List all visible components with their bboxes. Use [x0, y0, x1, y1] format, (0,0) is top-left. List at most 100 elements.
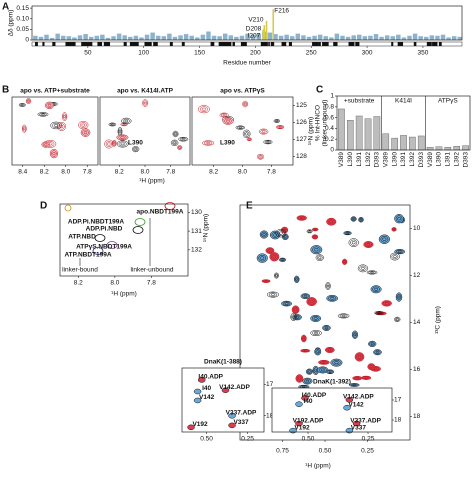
contour	[326, 283, 330, 289]
structure-segment	[324, 42, 329, 46]
bar	[301, 35, 306, 40]
bar	[116, 33, 122, 40]
contour	[308, 370, 311, 373]
plot-frame	[31, 5, 463, 41]
bar	[55, 33, 60, 40]
contour	[62, 112, 68, 121]
x-tick-label: 8.0	[140, 169, 149, 176]
x-tick-label: 0.50	[200, 436, 213, 443]
x-tick-label: D393	[374, 152, 381, 168]
contour	[27, 99, 30, 103]
peak	[64, 204, 72, 212]
y-tick-label: 0.8	[325, 104, 334, 111]
contour	[243, 101, 248, 107]
x-tick-label: 0.25	[362, 436, 375, 443]
contour	[334, 361, 339, 365]
bar	[61, 35, 66, 40]
bar	[340, 35, 345, 40]
contour	[112, 140, 116, 146]
bar	[295, 33, 301, 40]
bar	[379, 36, 384, 40]
contour	[221, 113, 228, 117]
x-tick-label: V389	[338, 152, 345, 168]
contour	[302, 294, 309, 299]
peak	[106, 241, 118, 249]
structure-segment	[288, 42, 292, 46]
contour	[345, 232, 350, 234]
bar	[418, 36, 423, 40]
bar	[267, 32, 273, 40]
peak-label: I40	[303, 398, 312, 405]
contour	[52, 122, 61, 129]
structure-segment	[65, 42, 72, 46]
contour	[382, 237, 387, 241]
x-tick-label: 50	[84, 50, 92, 57]
contour	[355, 377, 360, 380]
peak	[301, 395, 309, 401]
contour	[26, 98, 31, 104]
contour	[118, 135, 127, 140]
contour	[327, 370, 333, 374]
structure-segment	[322, 42, 327, 46]
contour	[201, 107, 207, 111]
x-tick-label: L391	[445, 152, 452, 167]
bar	[345, 36, 351, 40]
group-label: K414I	[395, 98, 412, 105]
state-label: ADP.Pi.NBD	[86, 226, 123, 233]
bar	[334, 33, 340, 40]
contour	[270, 253, 278, 260]
contour	[181, 138, 186, 141]
bar	[38, 36, 44, 40]
structure-segment	[210, 42, 215, 46]
bar	[284, 34, 289, 40]
structure-segment	[391, 42, 394, 46]
contour	[121, 117, 132, 125]
contour	[313, 228, 317, 231]
contour	[172, 130, 179, 138]
contour	[256, 154, 265, 160]
contour	[353, 333, 357, 337]
contour	[18, 103, 26, 107]
bar	[417, 135, 425, 151]
contour	[275, 274, 278, 277]
contour	[274, 273, 279, 278]
contour	[323, 325, 330, 331]
structure-segment	[265, 42, 268, 46]
x-tick-label: L390	[391, 152, 398, 167]
contour	[350, 239, 358, 246]
bar	[217, 36, 222, 40]
bar	[245, 33, 250, 40]
structure-segment	[312, 42, 314, 46]
contour	[119, 129, 121, 134]
contour	[178, 146, 181, 149]
x-tick-label: L392	[409, 152, 416, 167]
contour	[197, 105, 210, 114]
spectrum-frame	[59, 203, 189, 277]
contour	[306, 369, 312, 374]
y-axis-label: ¹³C (ppm)	[435, 306, 442, 334]
contour	[247, 138, 252, 141]
contour	[52, 151, 56, 156]
contour	[273, 272, 279, 279]
structure-segment	[89, 42, 93, 46]
bar	[373, 116, 381, 151]
x-tick-label: 8.0	[61, 169, 70, 176]
contour	[41, 113, 46, 116]
structure-segment	[226, 42, 232, 46]
contour	[50, 121, 62, 130]
contour	[303, 349, 308, 352]
contour	[312, 235, 318, 239]
peak	[228, 422, 236, 429]
contour	[362, 376, 370, 380]
contour	[315, 349, 321, 355]
x-tick-label: 250	[306, 50, 317, 57]
contour	[263, 279, 270, 283]
contour	[397, 250, 402, 253]
bar	[222, 33, 228, 40]
y-tick-label: 10	[413, 225, 421, 232]
structure-segment	[133, 42, 139, 46]
contour	[394, 316, 401, 323]
contour	[118, 128, 122, 135]
contour	[328, 370, 332, 373]
